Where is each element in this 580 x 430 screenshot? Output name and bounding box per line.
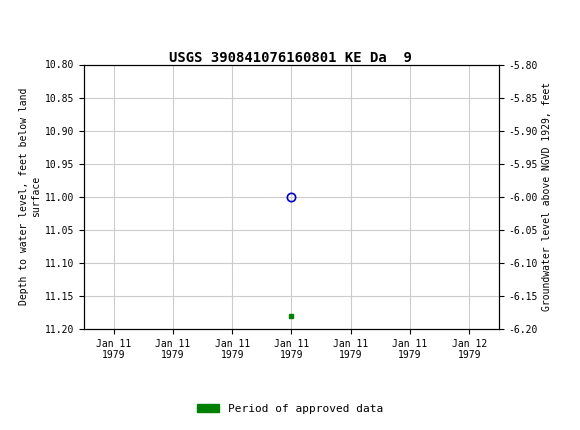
Text: ≡USGS: ≡USGS xyxy=(7,15,78,33)
Y-axis label: Groundwater level above NGVD 1929, feet: Groundwater level above NGVD 1929, feet xyxy=(542,82,552,311)
Legend: Period of approved data: Period of approved data xyxy=(193,399,387,418)
Y-axis label: Depth to water level, feet below land
surface: Depth to water level, feet below land su… xyxy=(19,88,41,305)
Text: USGS 390841076160801 KE Da  9: USGS 390841076160801 KE Da 9 xyxy=(169,51,411,65)
